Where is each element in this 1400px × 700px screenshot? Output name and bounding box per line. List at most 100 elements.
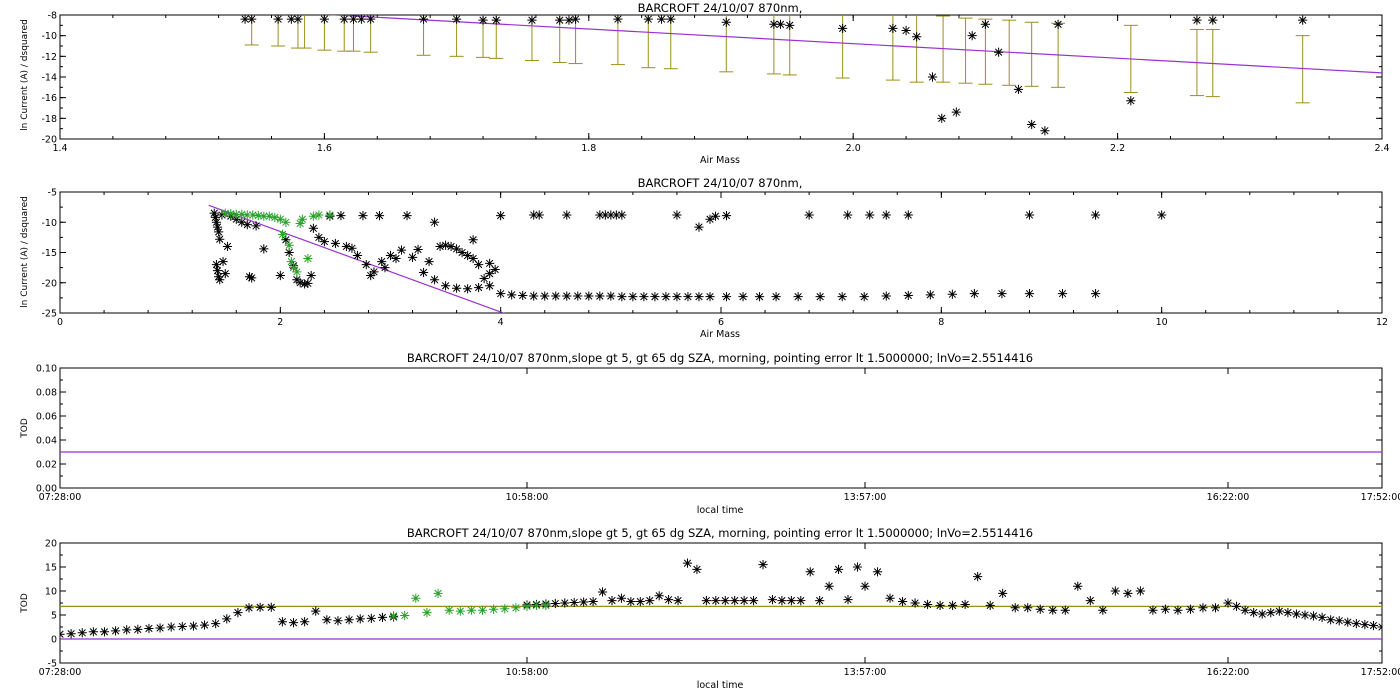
x-axis-label: Air Mass bbox=[700, 329, 740, 340]
data-point bbox=[531, 600, 542, 610]
data-point bbox=[325, 210, 335, 220]
data-point bbox=[377, 256, 387, 267]
y-tick-label: 0 bbox=[51, 635, 57, 646]
data-point bbox=[422, 608, 432, 618]
data-point bbox=[244, 603, 254, 613]
data-point bbox=[1110, 586, 1120, 596]
data-point bbox=[311, 606, 321, 616]
data-point bbox=[843, 210, 853, 220]
y-tick-label: 0.04 bbox=[36, 436, 57, 447]
data-point bbox=[211, 217, 222, 227]
data-point bbox=[754, 292, 765, 302]
data-point bbox=[1210, 603, 1221, 613]
data-point bbox=[643, 15, 653, 24]
data-point bbox=[1185, 604, 1196, 614]
data-point bbox=[656, 15, 667, 24]
data-point bbox=[284, 240, 294, 250]
y-tick-label: -8 bbox=[48, 11, 57, 22]
data-point bbox=[366, 15, 376, 24]
data-point bbox=[240, 15, 250, 24]
data-point bbox=[527, 15, 537, 25]
data-point bbox=[188, 621, 199, 631]
data-point bbox=[865, 210, 875, 220]
y-tick-label: -20 bbox=[41, 278, 57, 289]
data-point bbox=[635, 596, 645, 607]
data-point bbox=[210, 212, 220, 223]
data-point bbox=[1283, 608, 1293, 618]
fit-line bbox=[324, 15, 1382, 74]
data-point bbox=[973, 572, 983, 582]
data-point bbox=[606, 291, 616, 301]
x-axis-label: Air Mass bbox=[700, 155, 740, 166]
data-point bbox=[366, 270, 376, 281]
data-point bbox=[1098, 605, 1108, 615]
data-point bbox=[500, 604, 510, 614]
data-point bbox=[666, 15, 676, 24]
data-point bbox=[838, 23, 848, 34]
data-point bbox=[259, 211, 269, 221]
data-point bbox=[358, 210, 368, 221]
data-point bbox=[355, 614, 365, 624]
y-tick-label: 0.10 bbox=[36, 364, 57, 375]
x-axis-label: local time bbox=[697, 505, 744, 516]
data-point bbox=[1024, 289, 1035, 299]
data-point bbox=[796, 596, 806, 606]
data-point bbox=[339, 15, 349, 24]
data-point bbox=[299, 279, 310, 289]
data-point bbox=[341, 241, 352, 252]
data-point bbox=[275, 214, 285, 224]
data-point bbox=[424, 256, 434, 267]
data-point bbox=[242, 210, 252, 220]
data-point bbox=[721, 17, 731, 27]
data-point bbox=[264, 211, 274, 221]
data-point bbox=[758, 560, 768, 570]
data-point bbox=[606, 210, 616, 220]
data-point bbox=[1334, 616, 1344, 626]
data-point bbox=[805, 567, 815, 577]
data-point bbox=[562, 291, 572, 301]
data-point bbox=[616, 593, 627, 603]
data-point bbox=[673, 596, 683, 606]
data-point bbox=[400, 610, 410, 621]
data-point bbox=[222, 614, 232, 624]
data-point bbox=[407, 252, 418, 262]
data-point bbox=[485, 281, 495, 291]
data-point bbox=[1274, 606, 1284, 616]
data-point bbox=[237, 209, 247, 219]
data-point bbox=[529, 210, 539, 220]
data-point bbox=[293, 15, 303, 24]
data-point bbox=[490, 264, 500, 275]
data-point bbox=[374, 210, 385, 221]
data-point bbox=[1317, 612, 1327, 622]
data-point bbox=[259, 244, 269, 254]
x-tick-label: 2 bbox=[277, 317, 283, 328]
data-point bbox=[626, 596, 636, 607]
data-point bbox=[377, 612, 388, 622]
data-point bbox=[366, 613, 376, 623]
plot-area bbox=[240, 15, 1382, 136]
data-point bbox=[496, 289, 506, 299]
data-point bbox=[600, 210, 610, 220]
data-point bbox=[356, 15, 367, 24]
data-point bbox=[333, 616, 343, 626]
data-point bbox=[555, 15, 565, 25]
data-point bbox=[785, 20, 795, 30]
data-point bbox=[295, 218, 305, 229]
data-point bbox=[948, 600, 958, 610]
data-point bbox=[99, 627, 110, 637]
data-point bbox=[664, 595, 674, 605]
data-point bbox=[721, 210, 732, 221]
data-point bbox=[1160, 604, 1171, 614]
data-point bbox=[1326, 615, 1336, 625]
data-point bbox=[1377, 622, 1382, 632]
data-point bbox=[694, 222, 704, 232]
data-point bbox=[1035, 604, 1045, 614]
data-point bbox=[597, 587, 608, 597]
data-point bbox=[284, 247, 294, 258]
data-point bbox=[595, 210, 605, 220]
panel-tod-scatter: BARCROFT 24/10/07 870nm,slope gt 5, gt 6… bbox=[20, 526, 1400, 691]
y-tick-label: 0.02 bbox=[36, 460, 57, 471]
data-point bbox=[452, 15, 462, 24]
data-point bbox=[435, 241, 445, 252]
